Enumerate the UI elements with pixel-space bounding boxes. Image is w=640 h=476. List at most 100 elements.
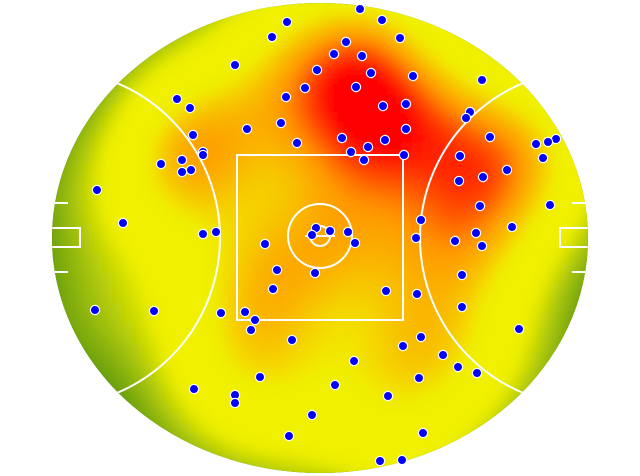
heat-cell (162, 383, 173, 394)
heat-cell (162, 13, 173, 24)
heat-cell (402, 353, 413, 364)
heat-cell (452, 373, 463, 384)
heat-cell (392, 333, 403, 344)
heat-cell (72, 43, 83, 54)
heat-cell (102, 63, 113, 74)
heat-cell (162, 413, 173, 424)
heat-cell (472, 433, 483, 444)
heat-cell (172, 323, 183, 334)
heat-cell (362, 403, 373, 414)
heat-cell (362, 13, 373, 24)
heat-cell (542, 443, 553, 454)
heat-cell (72, 423, 83, 434)
heat-cell (482, 113, 493, 124)
heat-cell (232, 383, 243, 394)
heat-cell (182, 283, 193, 294)
heat-cell (292, 23, 303, 34)
heat-cell (552, 213, 563, 224)
heat-cell (222, 333, 233, 344)
heat-cell (512, 123, 523, 134)
heat-cell (372, 443, 383, 454)
heat-cell (472, 43, 483, 54)
heat-cell (442, 163, 453, 174)
heat-cell (472, 153, 483, 164)
heat-cell (412, 43, 423, 54)
heat-cell (192, 33, 203, 44)
heat-cell (162, 273, 173, 284)
heat-cell (192, 153, 203, 164)
heat-cell (362, 183, 373, 194)
heat-cell (522, 193, 533, 204)
heat-cell (582, 273, 588, 284)
heat-cell (222, 113, 233, 124)
heat-cell (192, 73, 203, 84)
heat-cell (272, 243, 283, 254)
heat-cell (102, 413, 113, 424)
heat-cell (332, 163, 343, 174)
heat-cell (462, 13, 473, 24)
point (354, 3, 366, 15)
heat-cell (402, 423, 413, 434)
heat-cell (102, 83, 113, 94)
heat-cell (262, 403, 273, 414)
heat-cell (412, 453, 423, 464)
heat-cell (542, 363, 553, 374)
heat-cell (142, 203, 153, 214)
heat-cell (52, 283, 53, 294)
heat-cell (122, 223, 133, 234)
heat-cell (132, 463, 143, 473)
heat-cell (302, 373, 313, 384)
heat-cell (522, 183, 533, 194)
heat-cell (372, 163, 383, 174)
heat-cell (162, 103, 173, 114)
heat-cell (292, 393, 303, 404)
heat-cell (442, 143, 453, 154)
heat-cell (512, 173, 523, 184)
heat-cell (112, 313, 123, 324)
heat-cell (152, 113, 163, 124)
heat-cell (162, 73, 173, 84)
heat-cell (432, 113, 443, 124)
heat-cell (542, 63, 553, 74)
heat-cell (262, 263, 273, 274)
point (362, 141, 374, 153)
heat-cell (172, 123, 183, 134)
point (377, 100, 389, 112)
heat-cell (512, 13, 523, 24)
heat-cell (202, 383, 213, 394)
heat-cell (322, 313, 333, 324)
heat-cell (412, 183, 423, 194)
heat-cell (322, 123, 333, 134)
heat-cell (242, 153, 253, 164)
heat-cell (172, 263, 183, 274)
heat-cell (282, 363, 293, 374)
heat-cell (142, 393, 153, 404)
heat-cell (442, 83, 453, 94)
heat-cell (262, 463, 273, 473)
heat-cell (192, 193, 203, 204)
heat-cell (442, 113, 453, 124)
heat-cell (52, 383, 53, 394)
point (342, 226, 354, 238)
heat-cell (212, 273, 223, 284)
heat-cell (92, 3, 103, 14)
heat-cell (142, 173, 153, 184)
heat-cell (522, 73, 533, 84)
heat-cell (222, 23, 233, 34)
heat-cell (312, 173, 323, 184)
heat-cell (402, 113, 413, 124)
heat-cell (182, 273, 193, 284)
heat-cell (552, 203, 563, 214)
heat-cell (62, 353, 73, 364)
heat-cell (482, 93, 493, 104)
heat-cell (212, 453, 223, 464)
heat-cell (262, 143, 273, 154)
heat-cell (282, 63, 293, 74)
heat-cell (202, 163, 213, 174)
heat-cell (542, 163, 553, 174)
heat-cell (462, 33, 473, 44)
heat-cell (572, 143, 583, 154)
heat-cell (572, 63, 583, 74)
point (470, 227, 482, 239)
heat-cell (142, 373, 153, 384)
